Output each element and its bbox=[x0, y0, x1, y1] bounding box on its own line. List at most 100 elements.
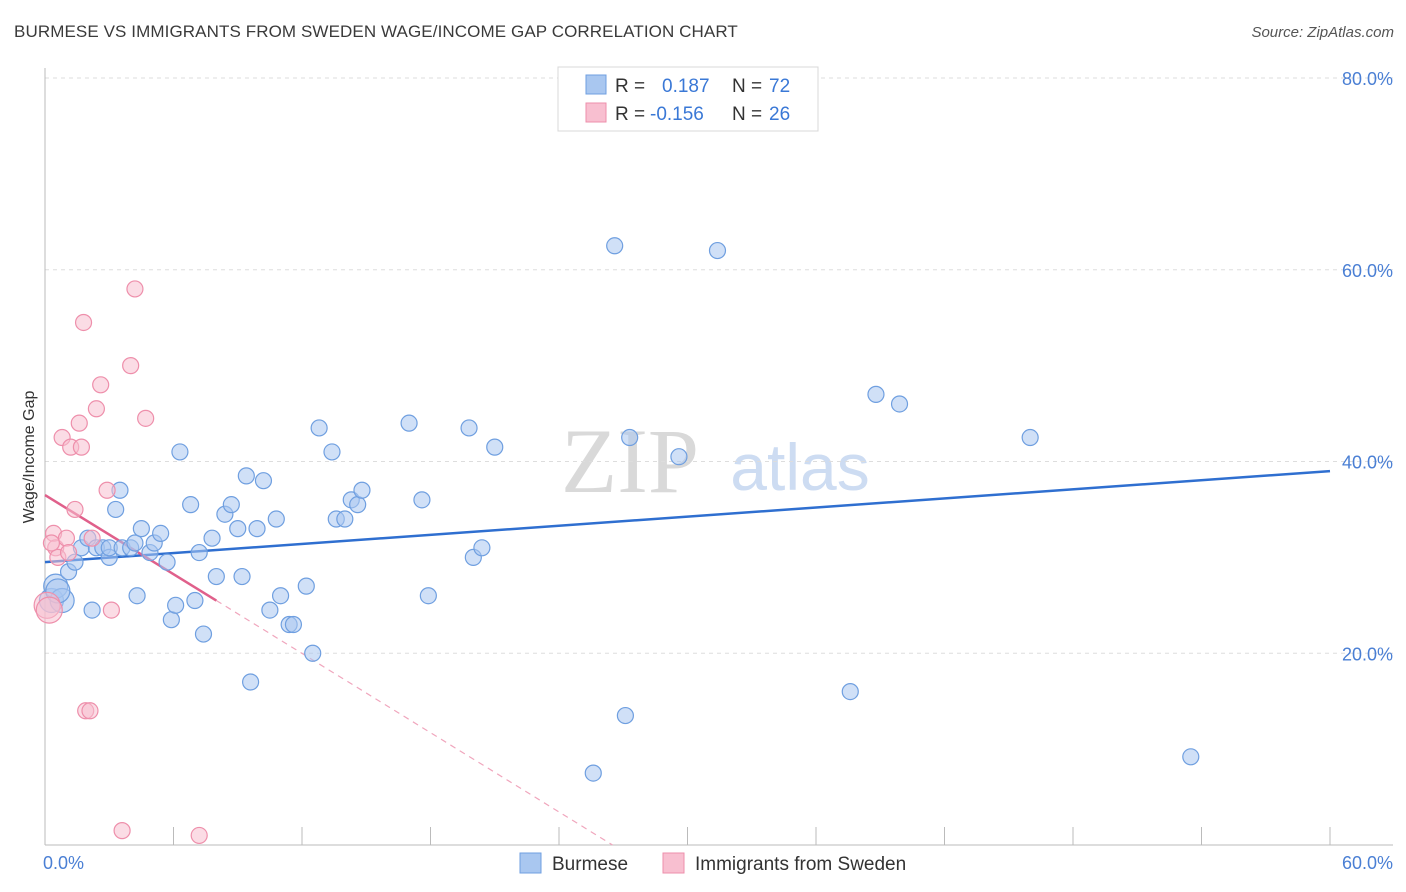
legend-bottom-label-burmese: Burmese bbox=[552, 854, 628, 875]
burmese-point bbox=[297, 577, 315, 595]
burmese-point bbox=[413, 491, 431, 509]
y-tick-label: 40.0% bbox=[1342, 453, 1393, 473]
burmese-point bbox=[182, 496, 200, 514]
sweden-point bbox=[83, 529, 101, 547]
burmese-point bbox=[248, 520, 266, 538]
watermark-atlas: atlas bbox=[730, 430, 869, 504]
sweden-points bbox=[33, 280, 208, 845]
burmese-point bbox=[419, 587, 437, 605]
legend-swatch-burmese bbox=[585, 74, 607, 95]
burmese-point bbox=[1021, 428, 1039, 447]
burmese-point bbox=[323, 443, 341, 461]
burmese-point bbox=[584, 764, 602, 782]
sweden-point bbox=[57, 529, 76, 547]
burmese-point bbox=[336, 510, 354, 528]
burmese-point bbox=[261, 601, 279, 619]
sweden-point bbox=[137, 409, 155, 427]
sweden-point bbox=[102, 601, 120, 619]
x-tick-label: 0.0% bbox=[43, 853, 84, 873]
burmese-point bbox=[158, 553, 176, 571]
burmese-point bbox=[460, 419, 478, 437]
burmese-point bbox=[222, 496, 240, 514]
sweden-point bbox=[126, 280, 144, 298]
burmese-point bbox=[162, 611, 180, 629]
sweden-point bbox=[70, 414, 88, 432]
legend-n-value-burmese: 72 bbox=[769, 76, 790, 97]
sweden-point bbox=[66, 500, 84, 519]
burmese-point bbox=[890, 395, 909, 413]
burmese-point bbox=[126, 534, 144, 552]
y-tick-label: 80.0% bbox=[1342, 69, 1393, 89]
burmese-point bbox=[473, 539, 491, 557]
burmese-point bbox=[190, 543, 208, 562]
axes bbox=[44, 68, 1393, 846]
sweden-point bbox=[81, 702, 99, 720]
burmese-point bbox=[254, 472, 273, 490]
burmese-point bbox=[841, 682, 859, 701]
burmese-point bbox=[670, 448, 688, 466]
chart-title: BURMESE VS IMMIGRANTS FROM SWEDEN WAGE/I… bbox=[14, 22, 738, 41]
legend-r-label-burmese: R = bbox=[615, 76, 645, 97]
legend-n-value-sweden: 26 bbox=[769, 104, 790, 125]
burmese-point bbox=[349, 496, 367, 514]
sweden-point bbox=[190, 826, 208, 845]
sweden-point bbox=[113, 822, 131, 840]
y-tick-label: 60.0% bbox=[1342, 261, 1393, 281]
burmese-point bbox=[353, 481, 371, 499]
legend-bottom-label-sweden: Immigrants from Sweden bbox=[695, 854, 906, 875]
y-tick-label: 20.0% bbox=[1342, 644, 1393, 664]
legend-r-value-sweden: -0.156 bbox=[650, 104, 704, 125]
trend-line-sweden-extension bbox=[216, 600, 613, 846]
burmese-point bbox=[400, 414, 418, 432]
legend-r-label-sweden: R = bbox=[615, 104, 645, 125]
burmese-point bbox=[1182, 748, 1200, 766]
sweden-point bbox=[74, 313, 93, 332]
burmese-point bbox=[621, 428, 639, 447]
correlation-legend: R = 0.187 N = 72 R = -0.156 N = 26 bbox=[557, 66, 819, 132]
burmese-point bbox=[229, 520, 247, 538]
grid bbox=[45, 77, 1393, 654]
burmese-point bbox=[107, 500, 125, 519]
legend-n-label-burmese: N = bbox=[732, 76, 762, 97]
sweden-point bbox=[92, 376, 110, 394]
legend-swatch-sweden bbox=[585, 102, 607, 123]
x-tick-label: 60.0% bbox=[1342, 853, 1393, 873]
burmese-point bbox=[233, 567, 251, 586]
burmese-point bbox=[167, 596, 185, 614]
burmese-point bbox=[83, 601, 101, 619]
sweden-point bbox=[87, 400, 106, 418]
trend-line-burmese bbox=[44, 469, 1331, 564]
legend-r-value-burmese: 0.187 bbox=[662, 76, 710, 97]
sweden-point bbox=[98, 481, 116, 499]
burmese-point bbox=[207, 567, 225, 586]
burmese-point bbox=[867, 385, 885, 403]
burmese-point bbox=[267, 510, 285, 528]
legend-bottom-swatch-burmese bbox=[519, 852, 542, 874]
source-label: Source: ZipAtlas.com bbox=[1251, 24, 1394, 41]
series-legend: Burmese Immigrants from Sweden bbox=[519, 852, 906, 875]
sweden-point bbox=[35, 596, 63, 624]
burmese-point bbox=[186, 591, 204, 610]
burmese-point bbox=[194, 625, 213, 643]
sweden-point bbox=[59, 543, 78, 562]
legend-bottom-swatch-sweden bbox=[662, 852, 685, 874]
y-axis-label: Wage/Income Gap bbox=[21, 391, 38, 524]
burmese-point bbox=[203, 529, 221, 547]
burmese-point bbox=[606, 237, 624, 255]
burmese-point bbox=[128, 587, 146, 605]
sweden-point bbox=[72, 438, 91, 456]
burmese-point bbox=[132, 520, 150, 538]
legend-n-label-sweden: N = bbox=[732, 104, 762, 125]
sweden-point bbox=[42, 534, 61, 552]
burmese-point bbox=[304, 644, 322, 662]
tick-labels: 20.0% 40.0% 60.0% 80.0% 0.0% 60.0% bbox=[43, 69, 1393, 873]
burmese-point bbox=[486, 438, 504, 456]
burmese-point bbox=[152, 524, 170, 543]
burmese-point bbox=[242, 673, 260, 691]
burmese-point bbox=[237, 467, 255, 485]
burmese-point bbox=[310, 419, 328, 437]
burmese-point bbox=[708, 241, 727, 260]
burmese-points bbox=[38, 237, 1200, 782]
sweden-point bbox=[122, 357, 140, 375]
